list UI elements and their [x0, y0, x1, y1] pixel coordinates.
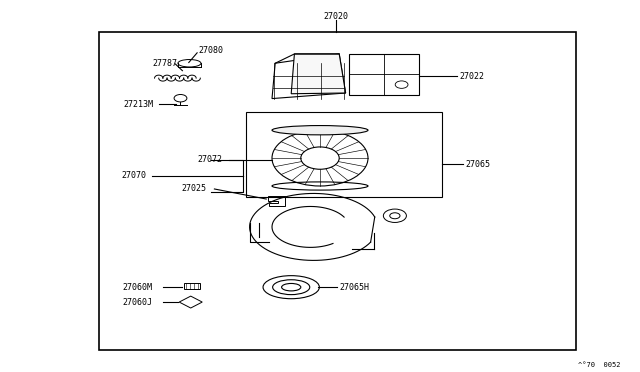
Text: 27080: 27080	[198, 46, 223, 55]
Text: 27020: 27020	[323, 12, 349, 21]
Bar	[184, 283, 200, 289]
Ellipse shape	[272, 126, 368, 135]
Text: 27060M: 27060M	[123, 283, 153, 292]
Bar	[246, 112, 442, 197]
Polygon shape	[291, 54, 346, 94]
Text: 27070: 27070	[122, 171, 147, 180]
Text: 27022: 27022	[460, 72, 484, 81]
Text: 27072: 27072	[197, 155, 222, 164]
Text: 27065H: 27065H	[339, 283, 369, 292]
Text: 27213M: 27213M	[124, 100, 154, 109]
Bar	[99, 32, 576, 350]
Text: 27065: 27065	[466, 160, 491, 169]
Text: 27787: 27787	[152, 60, 177, 68]
Text: 27025: 27025	[182, 185, 207, 193]
Bar	[349, 54, 419, 95]
Text: 27060J: 27060J	[123, 298, 153, 307]
Text: ^°70  0052: ^°70 0052	[579, 362, 621, 368]
